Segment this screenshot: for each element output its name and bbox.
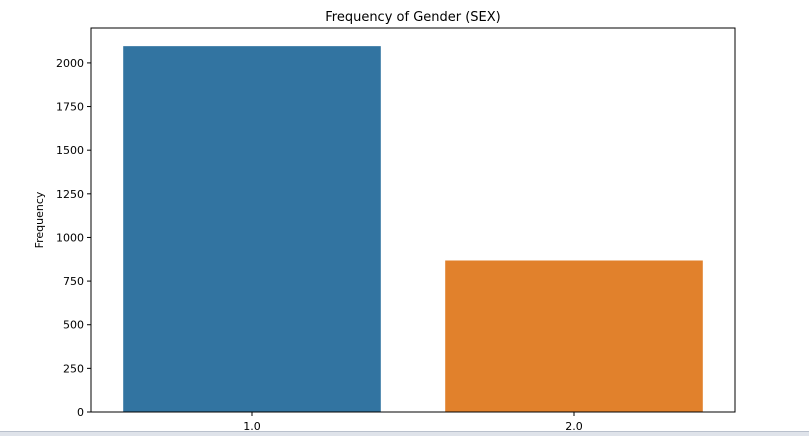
y-tick-label: 750 [63,275,84,288]
bars-group [123,46,703,413]
bar-1.0 [123,46,381,413]
y-tick-label: 1000 [56,231,84,244]
y-tick-label: 1250 [56,188,84,201]
bar-2.0 [445,260,703,412]
y-tick-label: 1750 [56,101,84,114]
chart-title: Frequency of Gender (SEX) [325,10,501,25]
y-tick-label: 250 [63,362,84,375]
y-axis: 0 250 500 750 1000 1250 1500 1750 2000 [56,57,91,419]
plot-frame [90,27,736,413]
y-tick-label: 2000 [56,57,84,70]
y-axis-label: Frequency [33,191,46,248]
x-tick-label: 2.0 [565,420,583,433]
y-tick-label: 1500 [56,144,84,157]
x-axis: 1.0 2.0 [243,412,583,433]
y-tick-label: 0 [77,406,84,419]
y-tick-label: 500 [63,319,84,332]
x-tick-label: 1.0 [243,420,261,433]
window-bottom-edge [0,431,809,436]
